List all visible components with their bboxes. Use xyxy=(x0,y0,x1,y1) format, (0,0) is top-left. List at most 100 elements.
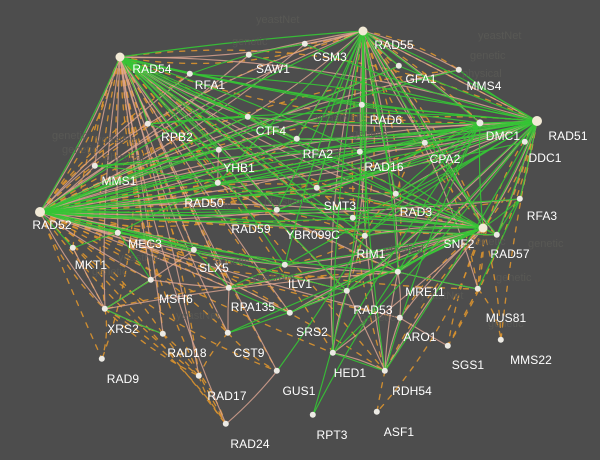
graph-edge xyxy=(247,116,538,128)
graph-node-snf2[interactable] xyxy=(478,223,488,233)
graph-edge xyxy=(384,120,538,372)
graph-node-mec3[interactable] xyxy=(114,229,122,237)
graph-node-ybr099c[interactable] xyxy=(349,214,357,222)
graph-node-saw1[interactable] xyxy=(245,51,253,59)
graph-node-rpt3[interactable] xyxy=(309,411,317,419)
graph-node-rad17[interactable] xyxy=(195,372,203,380)
graph-edge xyxy=(39,30,364,213)
graph-edge xyxy=(150,279,230,289)
graph-edge xyxy=(217,182,399,273)
graph-node-srs2[interactable] xyxy=(286,309,294,317)
graph-node-rad52[interactable] xyxy=(35,207,45,217)
graph-edge xyxy=(247,30,364,118)
graph-edge xyxy=(228,287,291,314)
graph-node-gfa1[interactable] xyxy=(395,62,403,70)
graph-edge xyxy=(364,227,484,237)
graph-edge xyxy=(39,122,481,213)
graph-edge xyxy=(117,182,219,234)
graph-node-mus81[interactable] xyxy=(474,285,482,293)
graph-node-rfa1[interactable] xyxy=(186,70,194,78)
graph-node-aro1[interactable] xyxy=(396,314,404,322)
graph-node-yhb1[interactable] xyxy=(215,146,223,154)
graph-node-ilv1[interactable] xyxy=(281,261,289,269)
graph-node-rad3[interactable] xyxy=(392,190,400,198)
graph-node-rpa135[interactable] xyxy=(225,284,233,292)
graph-edge xyxy=(119,56,278,211)
graph-node-csm3[interactable] xyxy=(301,40,309,48)
graph-edge xyxy=(284,227,484,266)
graph-node-ddc1[interactable] xyxy=(521,138,529,146)
node-label-rad16: RAD16 xyxy=(364,160,404,174)
node-label-rad55: RAD55 xyxy=(374,38,414,52)
graph-node-rad6[interactable] xyxy=(358,101,366,109)
graph-edge xyxy=(384,227,484,372)
graph-edge xyxy=(225,370,278,425)
node-label-rad51: RAD51 xyxy=(548,129,588,143)
graph-node-cpa2[interactable] xyxy=(421,139,429,147)
graph-node-rfa3[interactable] xyxy=(516,195,524,203)
graph-node-msh6[interactable] xyxy=(147,276,155,284)
graph-node-rad9[interactable] xyxy=(98,355,106,363)
graph-edge xyxy=(316,120,538,189)
graph-node-dmc1[interactable] xyxy=(476,119,484,127)
node-label-rad57: RAD57 xyxy=(490,247,530,261)
graph-edge xyxy=(39,211,106,310)
graph-node-gus1[interactable] xyxy=(273,367,281,375)
graph-edge xyxy=(39,69,460,213)
node-label-ybr099c: YBR099C xyxy=(285,228,341,242)
node-label-rad53: RAD53 xyxy=(353,303,393,317)
graph-node-rad16[interactable] xyxy=(356,148,364,156)
graph-node-rad57[interactable] xyxy=(493,231,501,239)
graph-node-xrs2[interactable] xyxy=(101,305,109,313)
graph-node-slx5[interactable] xyxy=(190,246,198,254)
node-label-slx5: SLX5 xyxy=(199,261,229,275)
graph-node-rad50[interactable] xyxy=(214,179,222,187)
graph-edge xyxy=(39,123,149,213)
graph-edge xyxy=(346,290,386,372)
graph-edge xyxy=(217,182,484,229)
graph-node-rad54[interactable] xyxy=(115,52,125,62)
graph-edge xyxy=(362,30,538,122)
graph-edge xyxy=(477,198,521,290)
graph-node-rad24[interactable] xyxy=(222,420,230,428)
graph-edge xyxy=(39,211,230,289)
graph-node-rad59[interactable] xyxy=(273,206,281,214)
graph-edge xyxy=(362,30,481,124)
graph-edge xyxy=(119,56,298,140)
graph-edge xyxy=(72,247,106,310)
graph-node-rpb2[interactable] xyxy=(144,120,152,128)
graph-node-rim1[interactable] xyxy=(361,232,369,240)
graph-node-rad51[interactable] xyxy=(532,116,542,126)
graph-node-smt3[interactable] xyxy=(313,184,321,192)
graph-node-mms4[interactable] xyxy=(455,66,463,74)
graph-edge xyxy=(193,249,286,266)
graph-node-sgs1[interactable] xyxy=(444,342,452,350)
graph-edge xyxy=(39,104,363,213)
graph-node-cst9[interactable] xyxy=(224,329,232,337)
graph-edge xyxy=(117,232,195,251)
graph-node-mms22[interactable] xyxy=(497,336,505,344)
graph-node-rad53[interactable] xyxy=(343,287,351,295)
graph-node-mms1[interactable] xyxy=(91,162,99,170)
graph-node-mkt1[interactable] xyxy=(69,244,77,252)
graph-node-ctf4[interactable] xyxy=(244,113,252,121)
graph-node-rad18[interactable] xyxy=(159,330,167,338)
graph-edge xyxy=(397,271,479,290)
graph-node-rfa2[interactable] xyxy=(293,135,301,143)
graph-edge xyxy=(316,30,364,189)
graph-edge xyxy=(39,142,426,213)
node-label-cst9: CST9 xyxy=(233,346,265,360)
graph-node-mre11[interactable] xyxy=(394,268,402,276)
graph-edge xyxy=(359,30,386,372)
graph-node-rdh54[interactable] xyxy=(381,367,389,375)
graph-node-asf1[interactable] xyxy=(373,408,381,416)
graph-node-rad55[interactable] xyxy=(358,26,368,36)
graph-edge xyxy=(39,211,354,222)
graph-node-hed1[interactable] xyxy=(329,349,337,357)
graph-edge xyxy=(39,211,200,377)
graph-edge xyxy=(296,120,538,140)
node-label-dmc1: DMC1 xyxy=(485,129,521,143)
graph-edge xyxy=(39,211,119,234)
graph-edge xyxy=(384,122,481,372)
